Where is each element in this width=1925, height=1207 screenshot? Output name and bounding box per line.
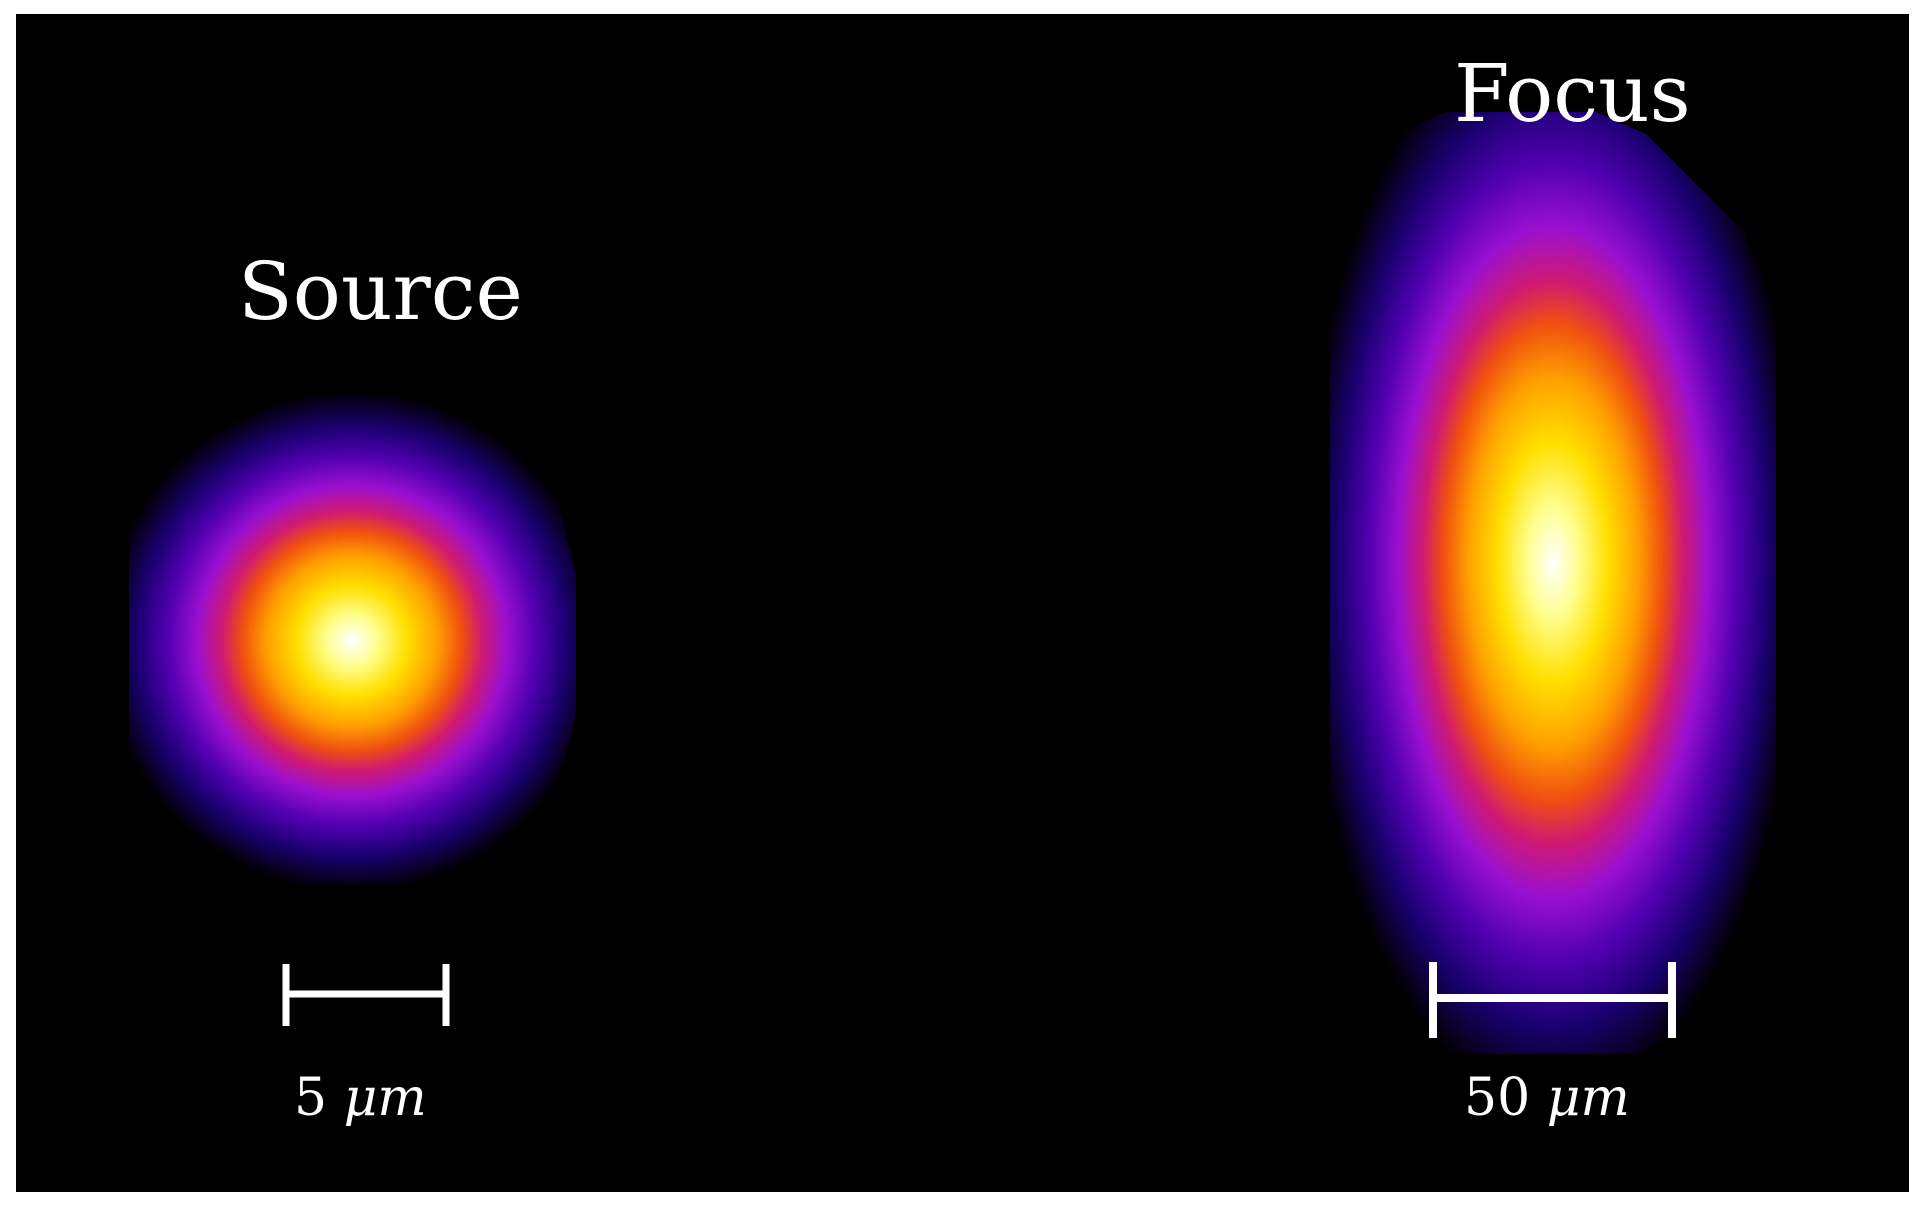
source-scale-value: 5 — [294, 1068, 328, 1128]
focus-scale-unit: μm — [1546, 1068, 1630, 1128]
focus-scale-label: 50 μm — [1464, 1072, 1630, 1124]
source-title: Source — [238, 245, 523, 338]
source-scale-unit: μm — [343, 1068, 427, 1128]
source-beam-spot — [129, 396, 576, 886]
image-canvas: Source Focus 5 μm 50 μm — [16, 14, 1909, 1192]
source-scale-label: 5 μm — [294, 1072, 427, 1124]
source-scale-bar — [282, 964, 450, 1026]
focus-scale-bar — [1429, 962, 1676, 1038]
focus-beam-spot — [1330, 112, 1776, 1054]
beam-profile-plot — [129, 112, 1776, 1054]
focus-title: Focus — [1454, 47, 1691, 140]
focus-scale-value: 50 — [1464, 1068, 1531, 1128]
